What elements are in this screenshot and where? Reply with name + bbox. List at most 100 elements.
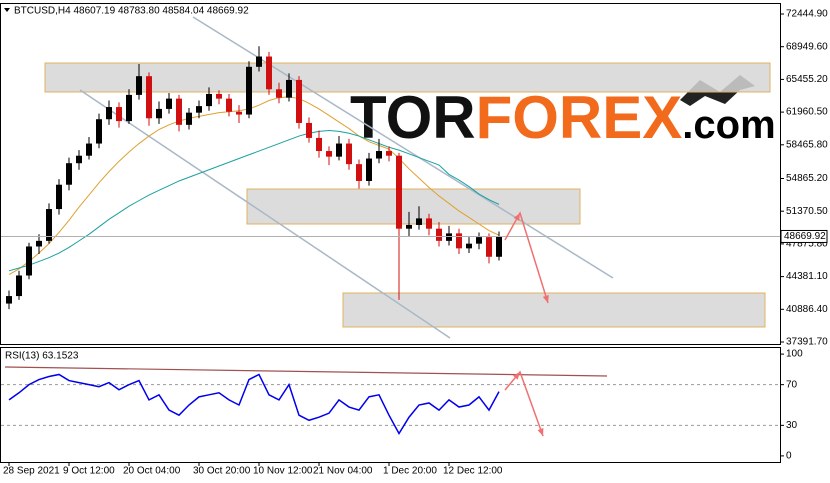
candle-body — [416, 218, 422, 225]
y-tick-label: 54865.20 — [786, 173, 828, 184]
rsi-trendline — [4, 366, 608, 377]
candle-body — [136, 76, 142, 95]
candle-body — [286, 79, 292, 98]
candle-body — [446, 233, 452, 241]
candle-body — [386, 151, 392, 156]
y-tick-label: 58465.80 — [786, 139, 828, 150]
channel-line — [192, 16, 614, 279]
x-tick-label: 10 Nov 12:00 — [253, 466, 313, 477]
candle-body — [36, 240, 42, 247]
candle-body — [316, 137, 322, 152]
last-price-label: 48669.92 — [784, 231, 826, 242]
candle-body — [456, 233, 462, 249]
x-tick-label: 28 Sep 2021 — [3, 466, 60, 477]
y-tick-label: 37391.70 — [786, 337, 828, 348]
candle-body — [16, 275, 22, 297]
rsi-line — [8, 373, 500, 435]
x-tick-label: 12 Dec 12:00 — [443, 466, 503, 477]
candle-body — [336, 143, 342, 157]
candle-body — [46, 209, 52, 241]
candle-body — [176, 98, 182, 125]
rsi-frame — [0, 347, 781, 463]
y-tick-label: 0 — [786, 451, 792, 462]
last-price-box — [780, 229, 828, 243]
candle-body — [396, 155, 402, 229]
candle-body — [236, 111, 242, 115]
forecast-arrow — [504, 211, 549, 304]
candle-body — [406, 224, 412, 229]
moving-average — [8, 129, 500, 272]
candle-body — [166, 98, 172, 109]
candle-body — [196, 106, 202, 113]
candle-body — [346, 143, 352, 165]
candle-body — [326, 151, 332, 157]
y-tick-label: 40886.40 — [786, 304, 828, 315]
candle-body — [376, 151, 382, 159]
candle-body — [256, 56, 262, 67]
candle-body — [56, 184, 62, 210]
y-tick-label: 30 — [786, 420, 798, 431]
channel-line — [79, 89, 451, 339]
x-tick-label: 30 Oct 20:00 — [193, 466, 251, 477]
candle-body — [66, 163, 72, 185]
y-tick-label: 61960.50 — [786, 107, 828, 118]
x-tick-label: 9 Oct 12:00 — [63, 466, 115, 477]
rsi-title: RSI(13) 63.1523 — [5, 351, 79, 362]
y-tick-label: 44381.10 — [786, 271, 828, 282]
candle-body — [466, 243, 472, 249]
candle-body — [426, 218, 432, 229]
candle-body — [116, 107, 122, 122]
candle-body — [146, 76, 152, 119]
candle-body — [266, 56, 272, 90]
candle-body — [306, 122, 312, 138]
candle-body — [226, 98, 232, 112]
candle-body — [246, 66, 252, 115]
x-tick-label: 20 Oct 04:00 — [123, 466, 181, 477]
title-icon — [4, 8, 10, 12]
candle-body — [156, 108, 162, 119]
candle-body — [96, 119, 102, 144]
watermark-part: .com — [682, 103, 775, 147]
x-tick-label: 1 Dec 20:00 — [383, 466, 437, 477]
forecast-arrow — [504, 370, 544, 437]
y-tick-label: 100 — [786, 349, 803, 360]
candle-body — [496, 236, 502, 257]
arrow-head — [537, 428, 544, 436]
candle-body — [476, 237, 482, 244]
resistance-zone — [246, 188, 581, 225]
candle-body — [216, 93, 222, 99]
watermark: TORFOREX.com — [350, 84, 776, 151]
zones — [44, 16, 771, 339]
arrow-head — [513, 213, 520, 221]
y-tick-label: 68949.60 — [786, 41, 828, 52]
candle-body — [26, 246, 32, 276]
candle-body — [356, 164, 362, 181]
candle-body — [186, 112, 192, 125]
moving-average — [8, 96, 500, 275]
y-tick-label: 51370.50 — [786, 206, 828, 217]
candle-body — [206, 93, 212, 107]
candle-body — [296, 79, 302, 123]
candle-body — [276, 89, 282, 98]
arrow-head — [542, 295, 549, 303]
x-tick-label: 21 Nov 04:00 — [313, 466, 373, 477]
candle-body — [126, 94, 132, 122]
candle-body — [106, 107, 112, 120]
candle-body — [366, 158, 372, 181]
watermark-part: TOR — [350, 84, 476, 151]
main-frame — [0, 3, 781, 345]
y-tick-label: 65455.20 — [786, 74, 828, 85]
arrow-head — [512, 372, 520, 380]
candle-body — [6, 296, 12, 304]
candle-body — [86, 143, 92, 156]
main-title: BTCUSD,H4 48607.19 48783.80 48584.04 486… — [14, 6, 249, 17]
candle-body — [76, 155, 82, 164]
candle-body — [486, 237, 492, 257]
resistance-zone — [44, 62, 771, 93]
candle-body — [436, 228, 442, 241]
y-tick-label: 47875.80 — [786, 239, 828, 250]
watermark-part: FOREX — [476, 84, 683, 151]
y-tick-label: 72444.90 — [786, 9, 828, 20]
